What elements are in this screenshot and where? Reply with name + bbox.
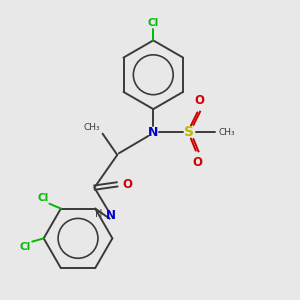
Text: Cl: Cl [20, 242, 31, 252]
Text: O: O [194, 94, 204, 107]
Text: O: O [192, 156, 203, 169]
Text: N: N [148, 125, 158, 139]
Text: O: O [122, 178, 132, 191]
Text: CH₃: CH₃ [219, 128, 235, 136]
Text: N: N [106, 209, 116, 222]
Text: CH₃: CH₃ [83, 123, 100, 132]
Text: Cl: Cl [37, 193, 48, 203]
Text: Cl: Cl [148, 18, 159, 28]
Text: S: S [184, 125, 194, 139]
Text: H: H [94, 209, 102, 219]
